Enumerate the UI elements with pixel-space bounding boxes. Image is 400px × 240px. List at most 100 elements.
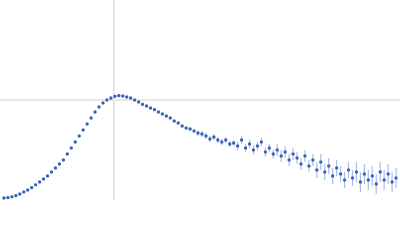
data-point <box>125 95 129 99</box>
data-point <box>61 158 65 162</box>
data-point <box>287 158 291 162</box>
data-point <box>374 182 378 186</box>
data-point <box>38 180 42 184</box>
data-point <box>335 166 339 170</box>
data-point <box>152 108 157 112</box>
data-point <box>390 180 394 184</box>
data-point <box>65 152 69 156</box>
data-point <box>129 96 133 100</box>
data-point <box>224 138 228 142</box>
data-point <box>73 140 77 144</box>
data-point <box>283 150 287 154</box>
data-point <box>315 168 319 172</box>
data-point <box>22 190 26 194</box>
data-point <box>350 176 355 180</box>
data-point <box>133 98 137 102</box>
data-point <box>34 183 38 187</box>
data-point <box>243 146 248 150</box>
data-point <box>220 140 224 144</box>
data-point <box>295 156 299 160</box>
data-point <box>49 170 54 174</box>
data-point <box>18 192 22 196</box>
data-point <box>208 137 212 141</box>
data-point <box>14 194 18 198</box>
data-point <box>10 195 14 199</box>
data-point <box>271 152 275 156</box>
data-point <box>30 186 34 190</box>
data-point <box>346 168 351 172</box>
page: {"chart_data": { "type": "scatter", "col… <box>0 0 400 200</box>
data-point <box>81 128 85 132</box>
data-point <box>105 98 109 102</box>
data-point <box>279 154 283 158</box>
data-point <box>69 146 73 150</box>
data-point <box>204 134 208 138</box>
data-point <box>184 126 188 130</box>
data-point <box>26 188 30 192</box>
data-point <box>180 124 184 128</box>
data-point <box>85 122 89 126</box>
data-point <box>251 148 256 152</box>
data-point <box>216 138 220 142</box>
chart <box>0 0 400 200</box>
data-point <box>41 177 46 181</box>
data-point <box>394 176 398 180</box>
data-point <box>382 178 386 182</box>
data-point <box>148 106 153 110</box>
data-point <box>172 119 176 123</box>
data-point <box>342 178 347 182</box>
data-point <box>121 94 125 98</box>
data-point <box>299 162 303 166</box>
data-point <box>327 164 331 168</box>
data-point <box>188 127 192 131</box>
data-point <box>192 129 196 133</box>
data-point <box>101 101 105 105</box>
data-point <box>228 142 232 146</box>
data-point <box>331 174 335 178</box>
data-point <box>323 170 327 174</box>
data-point <box>386 172 390 176</box>
data-point <box>338 172 343 176</box>
data-point <box>168 116 172 120</box>
data-point <box>144 104 149 108</box>
data-point <box>200 132 204 136</box>
data-point <box>370 174 374 178</box>
data-point <box>113 94 117 98</box>
data-point <box>303 154 307 158</box>
data-point <box>57 162 62 166</box>
data-point <box>239 138 244 142</box>
data-point <box>97 105 101 109</box>
data-point <box>45 174 50 178</box>
data-point <box>366 178 370 182</box>
data-point <box>247 142 252 146</box>
data-point <box>319 160 323 164</box>
data-point <box>358 180 362 184</box>
data-point <box>117 94 121 98</box>
data-point <box>140 102 145 106</box>
data-point <box>267 146 271 150</box>
data-point <box>307 164 311 168</box>
data-point <box>89 116 93 120</box>
data-point <box>255 144 260 148</box>
data-point <box>53 166 58 170</box>
data-point <box>156 110 161 114</box>
data-point <box>160 112 164 116</box>
data-point <box>311 158 315 162</box>
data-point <box>109 96 113 100</box>
data-point <box>6 196 10 200</box>
data-point <box>196 131 200 135</box>
data-point <box>137 100 141 104</box>
data-point <box>275 148 279 152</box>
data-point <box>93 110 97 114</box>
data-point <box>378 170 382 174</box>
data-point <box>2 196 6 200</box>
data-point <box>291 152 295 156</box>
data-point <box>236 144 240 148</box>
data-point <box>212 135 216 139</box>
data-point <box>362 172 366 176</box>
data-point <box>354 170 359 174</box>
data-point <box>176 121 180 125</box>
data-point <box>263 150 267 154</box>
data-point <box>77 134 81 138</box>
data-point <box>164 114 168 118</box>
